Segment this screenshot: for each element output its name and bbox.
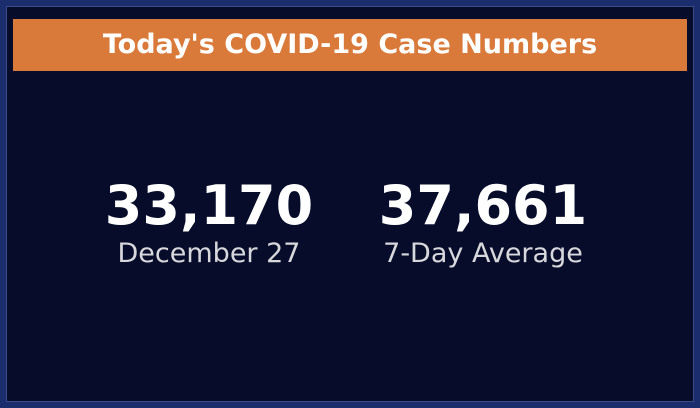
stat: 33,170 December 27 [79,175,339,271]
stat-label: 7-Day Average [383,238,583,269]
title-banner: Today's COVID-19 Case Numbers [13,19,687,71]
stat-value: 37,661 [378,174,588,237]
panel: Today's COVID-19 Case Numbers 33,170 Dec… [6,6,694,402]
stat-value: 33,170 [104,174,314,237]
stat: 37,661 7-Day Average [353,175,613,271]
stat-label: December 27 [117,238,301,269]
